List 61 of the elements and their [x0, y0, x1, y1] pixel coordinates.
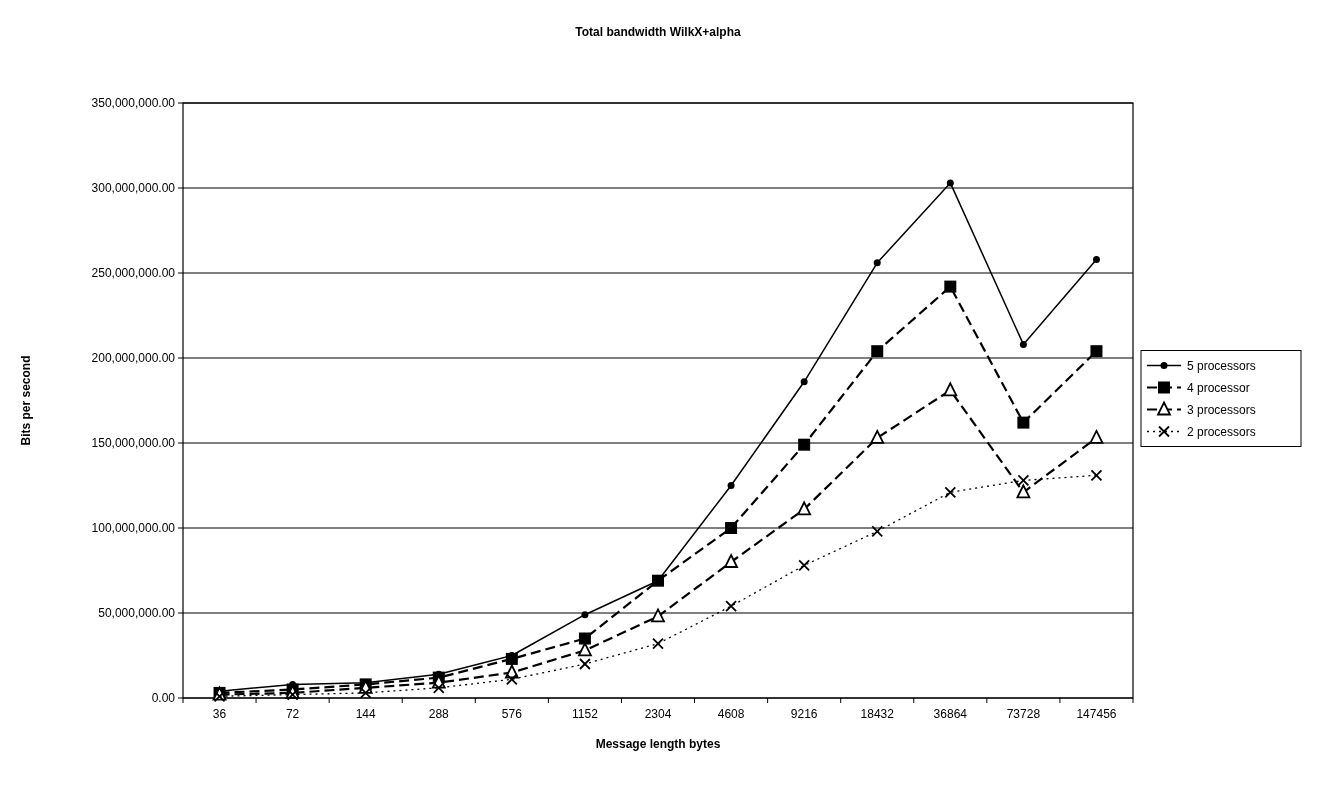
- x-tick-label: 1152: [572, 707, 599, 721]
- point: [651, 608, 665, 623]
- point: [581, 611, 589, 619]
- point: [800, 378, 808, 386]
- x-axis-title: Message length bytes: [595, 737, 721, 751]
- point: [505, 673, 518, 686]
- point: [1016, 484, 1031, 499]
- x-tick-label: 2304: [644, 707, 672, 721]
- point: [578, 632, 591, 645]
- point: [1019, 340, 1027, 348]
- x-tick-label: 72: [285, 707, 300, 721]
- point: [1090, 345, 1103, 358]
- x-tick-label: 576: [501, 707, 523, 721]
- x-tick-label: 36: [212, 707, 227, 721]
- x-tick-label: 288: [428, 707, 450, 721]
- point: [1017, 474, 1030, 487]
- point: [578, 642, 592, 657]
- point: [1092, 255, 1100, 263]
- x-tick-label: 36864: [933, 707, 968, 721]
- point: [724, 554, 738, 568]
- point: [579, 658, 591, 670]
- x-tick-label: 18432: [860, 707, 895, 721]
- point: [871, 345, 884, 358]
- point: [798, 438, 811, 451]
- legend-label: 2 processors: [1187, 424, 1256, 439]
- y-tick-label: 50,000,000.00: [98, 606, 176, 621]
- y-tick-label: 300,000,000.00: [91, 181, 176, 196]
- point: [359, 687, 372, 699]
- x-tick-label: 147456: [1076, 707, 1117, 721]
- chart-title: Total bandwidth WilkX+alpha: [575, 25, 741, 39]
- y-tick-label: 150,000,000.00: [91, 436, 176, 451]
- point: [798, 559, 811, 572]
- point: [727, 482, 735, 489]
- point: [725, 522, 738, 534]
- x-tick-label: 144: [355, 707, 377, 721]
- y-tick-label: 350,000,000.00: [91, 96, 176, 111]
- x-tick-label: 9216: [790, 707, 818, 721]
- point: [1090, 469, 1103, 482]
- y-tick-label: 250,000,000.00: [91, 266, 176, 281]
- point: [870, 430, 885, 444]
- point: [725, 600, 737, 613]
- point: [871, 525, 884, 538]
- legend-label: 3 processors: [1187, 402, 1256, 417]
- point: [873, 259, 881, 267]
- point: [944, 280, 957, 293]
- point: [946, 179, 954, 187]
- point: [943, 382, 958, 397]
- y-tick-label: 0.00: [151, 691, 176, 706]
- x-tick-label: 4608: [717, 707, 745, 721]
- point: [1017, 416, 1030, 429]
- point: [652, 637, 664, 650]
- point: [505, 652, 518, 665]
- legend-label: 4 processor: [1187, 380, 1250, 395]
- y-axis-title: Bits per second: [19, 355, 33, 446]
- point: [797, 501, 812, 516]
- y-tick-label: 200,000,000.00: [91, 351, 176, 366]
- y-tick-label: 100,000,000.00: [91, 521, 176, 536]
- legend-label: 5 processors: [1187, 358, 1256, 373]
- point: [1089, 430, 1104, 444]
- point: [944, 486, 957, 499]
- x-tick-label: 73728: [1006, 707, 1041, 721]
